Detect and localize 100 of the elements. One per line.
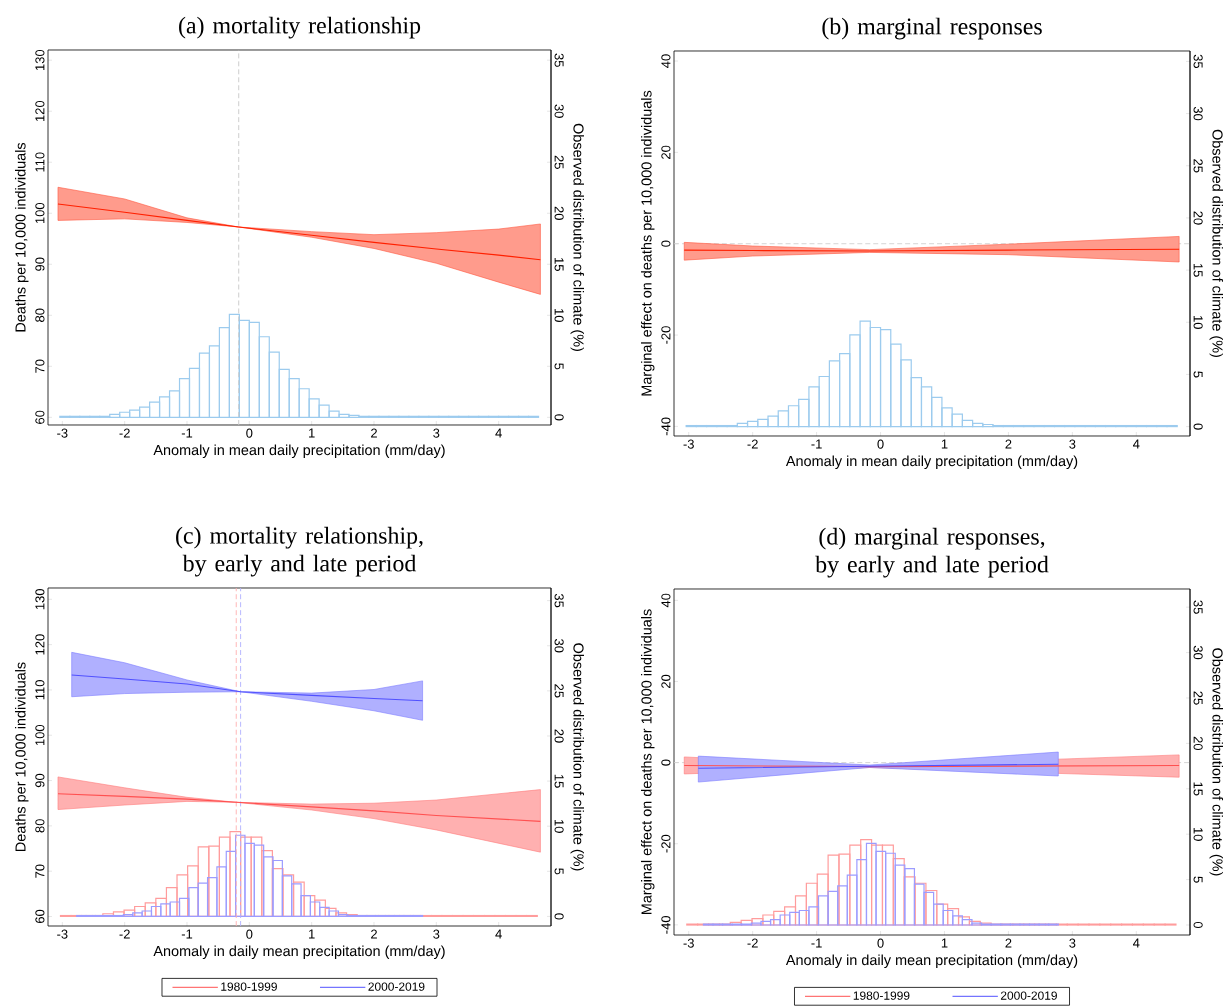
y-tick-label: 70 [35,359,45,373]
y2-tick-label: 20 [554,729,564,743]
x-tick-label: 2 [371,929,377,939]
legend-label: 2000-2019 [368,982,425,991]
y-axis-title: Deaths per 10,000 individuals [15,662,29,851]
y-tick-label: -40 [661,916,671,934]
y-tick-label: 80 [35,819,45,833]
y2-tick-label: 0 [1193,423,1203,430]
y-tick-label: 120 [35,634,45,655]
y-tick-label: 120 [35,100,45,122]
x-tick-label: -1 [811,439,822,449]
x-axis-title: Anomaly in mean daily precipitation (mm/day) [785,455,1078,469]
y-tick-label: 0 [661,759,671,766]
x-tick-label: -3 [57,428,68,438]
y-tick-label: 90 [35,257,45,271]
x-tick-label: 1 [309,929,315,939]
y-tick-label: 110 [35,152,45,172]
y-tick-label: 100 [35,202,45,224]
y-tick-label: 80 [35,308,45,322]
y2-tick-label: 15 [554,774,564,788]
chart-title: (b) marginal responses [822,17,1042,40]
y-tick-label: 70 [35,864,45,878]
x-tick-label: -1 [181,929,193,939]
y-tick-label: 40 [661,593,671,608]
chart-title: (a) mortality relationship [179,16,421,39]
y-tick-label: 60 [35,410,45,424]
y2-tick-label: 10 [554,309,564,322]
y2-tick-label: 30 [554,639,564,653]
y2-tick-label: 5 [554,363,564,370]
y2-tick-label: 35 [554,593,564,608]
y2-tick-label: 25 [1193,159,1203,173]
y-tick-label: -20 [661,834,671,853]
x-axis-title: Anomaly in daily mean precipitation (mm/day) [785,954,1078,968]
y2-tick-label: 20 [1193,736,1203,751]
x-tick-label: 0 [246,929,253,939]
y-tick-label: 130 [35,589,45,610]
y2-tick-label: 15 [1193,263,1203,277]
y2-tick-label: 5 [1193,371,1203,378]
legend-label: 1980-1999 [221,982,277,991]
y2-tick-label: 30 [1193,106,1203,121]
y2-tick-label: 30 [554,104,564,118]
y-axis-title: Deaths per 10,000 individuals [15,142,29,332]
x-axis-title: Anomaly in mean daily precipitation (mm/day) [153,444,445,458]
x-tick-label: -2 [119,428,130,438]
y-tick-label: 100 [35,724,45,746]
x-tick-label: 4 [495,428,502,438]
y2-tick-label: 25 [1193,691,1203,705]
y-tick-label: 110 [35,680,45,700]
y2-axis-title: Observed distribution of climate (%) [570,123,584,351]
x-tick-label: -1 [181,428,193,438]
y2-tick-label: 5 [554,868,564,875]
x-tick-label: -3 [683,439,694,449]
x-tick-label: 2 [1005,938,1012,948]
y2-tick-label: 10 [1193,316,1203,329]
y-tick-label: -40 [661,417,671,436]
y2-tick-label: 10 [1193,827,1203,841]
x-tick-label: -1 [811,938,822,948]
legend-label: 1980-1999 [853,991,910,1000]
chart-title: (d) marginal responses, by early and late period [815,527,1049,578]
chart-title: (c) mortality relationship, by early and late period [176,526,423,577]
y2-tick-label: 35 [1193,54,1203,69]
x-tick-label: 4 [1133,439,1140,449]
y2-tick-label: 25 [554,684,564,698]
y2-tick-label: 5 [1193,876,1203,883]
y2-axis-title: Observed distribution of climate (%) [1209,129,1223,357]
x-tick-label: 3 [433,428,440,438]
y-tick-label: 90 [35,773,45,788]
x-tick-label: 2 [1005,439,1012,449]
y2-axis-title: Observed distribution of climate (%) [570,643,584,871]
x-tick-label: 1 [941,938,948,948]
y2-tick-label: 20 [554,206,564,220]
x-tick-label: 0 [877,439,884,449]
y-tick-label: 40 [661,54,671,68]
y2-axis-title: Observed distribution of climate (%) [1209,648,1223,876]
y2-tick-label: 15 [1193,782,1203,796]
y2-tick-label: 10 [554,819,564,833]
x-tick-label: -2 [747,938,758,948]
x-tick-label: 3 [433,929,440,939]
y-tick-label: 60 [35,909,45,924]
x-tick-label: 1 [309,428,315,438]
y-tick-label: 20 [661,145,671,159]
y2-tick-label: 25 [554,155,564,169]
y2-tick-label: 0 [1193,921,1203,929]
y-tick-label: -20 [661,326,671,344]
y2-tick-label: 35 [1193,600,1203,614]
x-tick-label: 4 [495,929,502,939]
y2-tick-label: 20 [1193,211,1203,225]
y2-tick-label: 0 [554,414,564,421]
x-tick-label: 3 [1069,439,1076,449]
y2-tick-label: 35 [554,53,564,67]
x-tick-label: 4 [1133,938,1140,948]
x-tick-label: 2 [371,428,377,438]
x-tick-label: -2 [747,439,758,449]
x-axis-title: Anomaly in daily mean precipitation (mm/day) [153,945,445,959]
x-tick-label: 1 [941,439,948,449]
y-tick-label: 0 [661,240,671,247]
legend-label: 2000-2019 [1000,991,1057,1000]
y-axis-title: Marginal effect on deaths per 10,000 individuals [641,90,655,396]
y-tick-label: 130 [35,49,45,71]
x-tick-label: -3 [57,929,68,939]
